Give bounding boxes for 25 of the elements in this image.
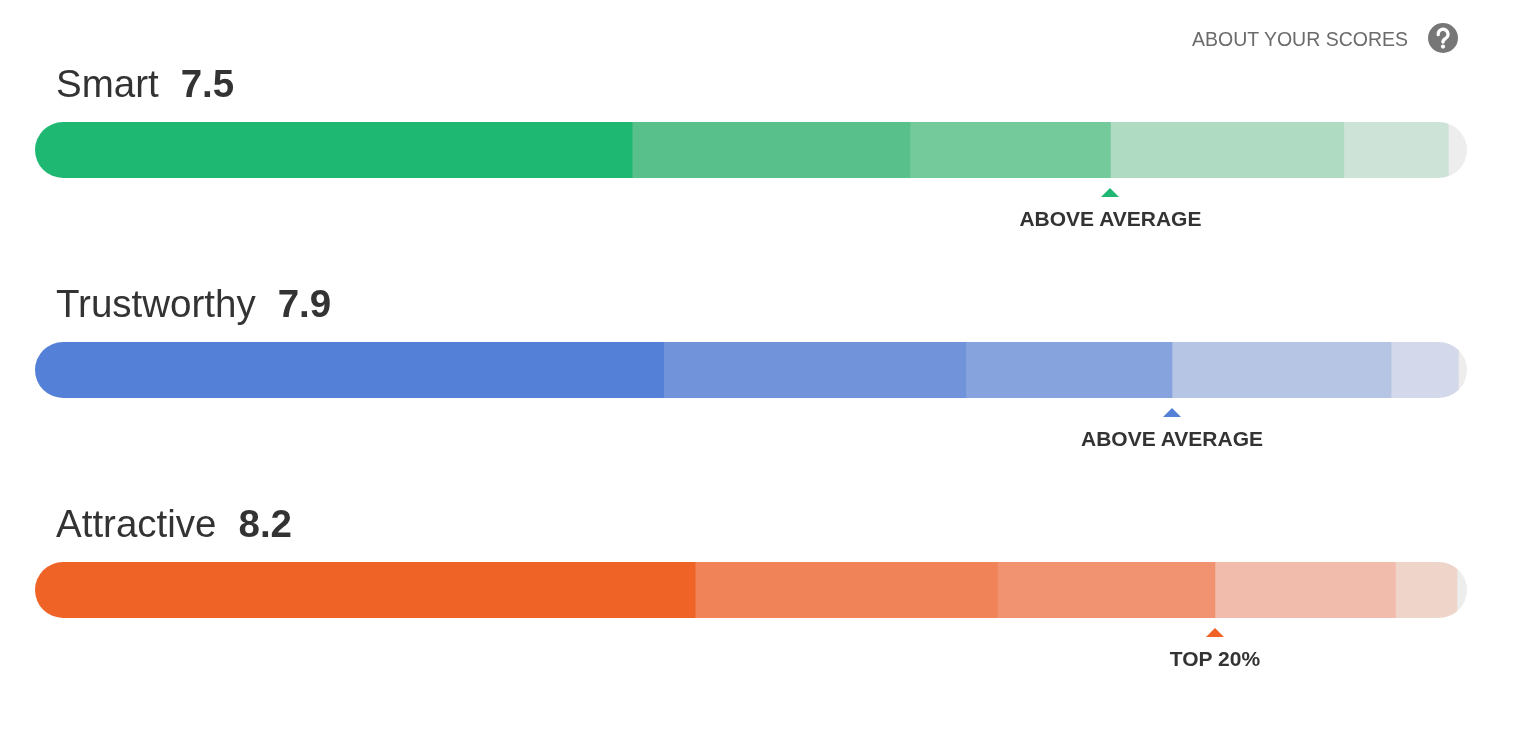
bar [1214, 562, 1396, 618]
bar [1110, 122, 1345, 178]
bar [965, 342, 1173, 398]
bar [909, 122, 1111, 178]
bar [35, 122, 633, 178]
text: ABOVE AVERAGE [1080, 426, 1264, 450]
bar [1390, 342, 1459, 398]
bar [1343, 122, 1449, 178]
bar [694, 562, 998, 618]
text: ABOVE AVERAGE [1019, 206, 1202, 230]
text: ABOUT YOUR SCORES [1192, 28, 1408, 50]
bar [663, 342, 967, 398]
bar [1171, 342, 1392, 398]
chart-title: Trustworthy [56, 282, 256, 325]
chart-title: Smart [56, 62, 159, 105]
chart-subtitle: 7.5 [180, 62, 235, 105]
chart-subtitle: 7.9 [277, 282, 332, 325]
text: TOP 20% [1169, 646, 1261, 670]
bar [35, 342, 664, 398]
chart-title: Attractive [56, 502, 217, 545]
bar [996, 562, 1216, 618]
bar [631, 122, 911, 178]
bar [1395, 562, 1458, 618]
bar [35, 562, 696, 618]
chart-subtitle: 8.2 [238, 502, 292, 545]
